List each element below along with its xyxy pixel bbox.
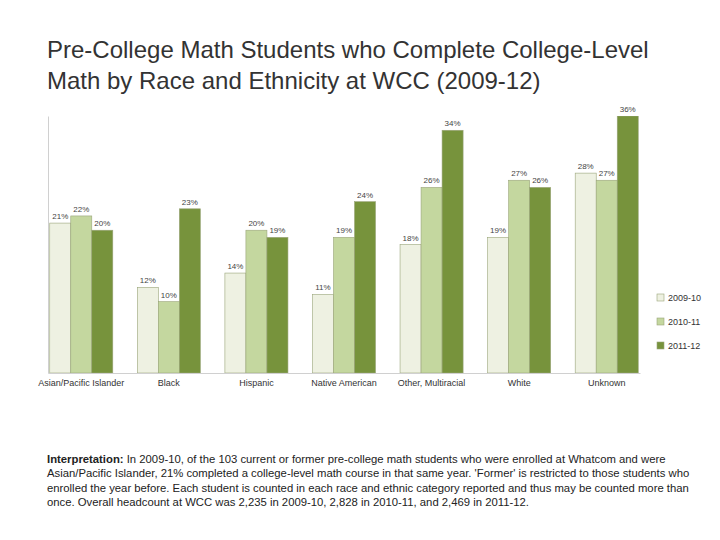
data-label: 19% — [269, 226, 285, 235]
legend: 2009-10 2010-11 2011-12 — [657, 293, 701, 351]
data-label: 24% — [357, 191, 373, 200]
data-label: 22% — [73, 205, 89, 214]
legend-swatch — [657, 342, 664, 349]
data-label: 19% — [336, 226, 352, 235]
x-axis-line — [49, 373, 641, 374]
data-label: 26% — [532, 176, 548, 185]
legend-item: 2011-12 — [657, 341, 700, 351]
x-tick-label: Hispanic — [239, 378, 274, 388]
x-tick: Native American — [311, 373, 377, 388]
x-tick-label: Unknown — [588, 378, 626, 388]
annotation-text: In 2009-10, of the 103 current or former… — [47, 453, 689, 508]
bar — [225, 273, 246, 373]
bar — [509, 180, 530, 373]
legend-label: 2009-10 — [668, 293, 701, 303]
x-tick: Hispanic — [239, 373, 274, 388]
bar — [92, 230, 113, 373]
legend-item: 2009-10 — [657, 293, 701, 303]
space — [124, 453, 127, 465]
data-label: 26% — [424, 176, 440, 185]
bar — [71, 216, 92, 373]
bar — [137, 287, 158, 373]
annotation-title: Interpretation: — [47, 453, 124, 465]
bar — [267, 237, 288, 373]
bar — [312, 294, 333, 373]
data-label: 14% — [227, 262, 243, 271]
data-label: 20% — [248, 219, 264, 228]
data-label: 27% — [511, 169, 527, 178]
x-tick: White — [508, 373, 531, 388]
x-tick: Black — [158, 373, 181, 388]
data-label: 18% — [403, 234, 419, 243]
x-tick-label: Black — [158, 378, 181, 388]
bar — [50, 223, 71, 373]
data-label: 34% — [445, 119, 461, 128]
bar — [575, 173, 596, 373]
x-tick-label: Asian/Pacific Islander — [38, 378, 124, 388]
data-labels: 21% 12% 14% 11% 18% 19% 28% 22% 10% 20% 19% 26% 27% 2… — [52, 105, 635, 300]
plot: 21% 12% 14% 11% 18% 19% 28% 22% 10% 20% 19% 26% 27% 2… — [38, 105, 640, 388]
title-line: Pre-College Math Students who Complete C… — [47, 36, 649, 63]
bar — [442, 130, 463, 373]
data-label: 27% — [599, 169, 615, 178]
legend-label: 2010-11 — [668, 317, 700, 327]
x-tick-label: Other, Multiracial — [398, 378, 466, 388]
data-label: 23% — [182, 198, 198, 207]
title-line: Math by Race and Ethnicity at WCC (2009-… — [47, 67, 541, 94]
x-axis: Asian/Pacific Islander Black Hispanic Nativ… — [38, 373, 640, 388]
bar — [246, 230, 267, 373]
bar — [617, 116, 638, 373]
y-axis-line — [48, 117, 49, 374]
data-label: 36% — [620, 105, 636, 114]
title: Pre-College Math Students who Complete C… — [47, 36, 649, 94]
x-tick: Unknown — [588, 373, 626, 388]
legend-swatch — [657, 294, 664, 301]
bar — [488, 237, 509, 373]
bars — [50, 116, 638, 373]
bar — [530, 187, 551, 373]
data-label: 20% — [94, 219, 110, 228]
data-label: 12% — [140, 276, 156, 285]
data-label: 19% — [490, 226, 506, 235]
bar — [596, 180, 617, 373]
bar — [333, 237, 354, 373]
bar — [400, 245, 421, 374]
annotation: Interpretation: In 2009-10, of the 103 c… — [47, 452, 702, 510]
bar — [355, 202, 376, 373]
data-label: 21% — [52, 212, 68, 221]
legend-swatch — [657, 318, 664, 325]
x-tick: Asian/Pacific Islander — [38, 373, 124, 388]
bar — [179, 209, 200, 373]
bar — [421, 187, 442, 373]
bar — [158, 302, 179, 373]
x-tick-label: White — [508, 378, 531, 388]
data-label: 11% — [315, 283, 330, 292]
data-label: 10% — [161, 291, 177, 300]
x-tick: Other, Multiracial — [398, 373, 466, 388]
y-axis — [48, 117, 49, 374]
data-label: 28% — [578, 162, 594, 171]
x-tick-label: Native American — [311, 378, 377, 388]
legend-item: 2010-11 — [657, 317, 700, 327]
legend-label: 2011-12 — [668, 341, 700, 351]
